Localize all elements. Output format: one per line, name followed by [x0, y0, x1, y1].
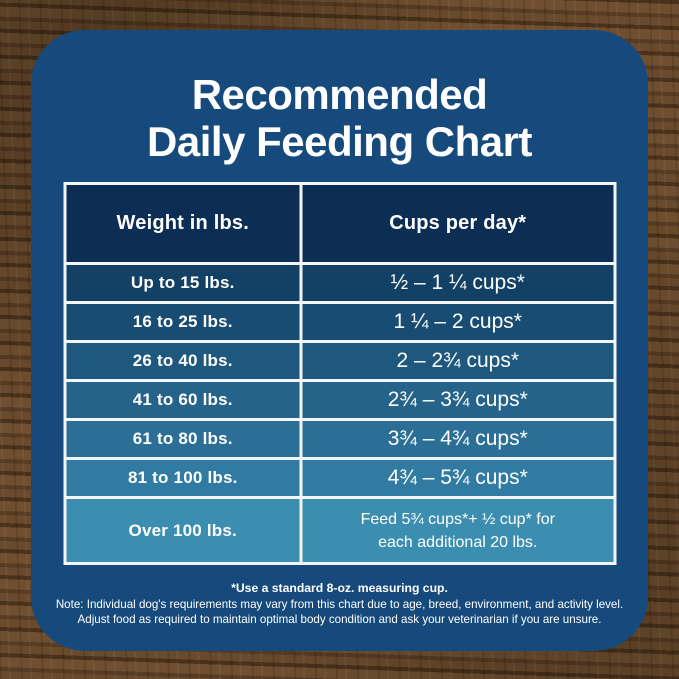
chart-title-line1: Recommended — [191, 71, 488, 118]
table-row: 41 to 60 lbs. 2¾ – 3¾ cups* — [63, 379, 616, 421]
cups-cell: 3¾ – 4¾ cups* — [299, 418, 616, 460]
footer-notes: *Use a standard 8-oz. measuring cup. Not… — [31, 581, 648, 627]
weight-cell: Over 100 lbs. — [63, 496, 303, 565]
cups-cell: Feed 5¾ cups*+ ½ cup* for each additiona… — [299, 496, 616, 565]
header-cell-weight: Weight in lbs. — [63, 182, 303, 265]
cups-cell-line2: each additional 20 lbs. — [378, 533, 538, 551]
chart-title-line2: Daily Feeding Chart — [147, 118, 532, 165]
cups-cell: 4¾ – 5¾ cups* — [299, 457, 616, 499]
cups-cell: ½ – 1 ¼ cups* — [299, 262, 616, 304]
weight-cell: 81 to 100 lbs. — [63, 457, 303, 499]
note-line-2: Adjust food as required to maintain opti… — [77, 613, 602, 626]
cups-cell: 2 – 2¾ cups* — [299, 340, 616, 382]
weight-cell: 41 to 60 lbs. — [63, 379, 303, 421]
cups-cell: 1 ¼ – 2 cups* — [299, 301, 616, 343]
table-row: 81 to 100 lbs. 4¾ – 5¾ cups* — [63, 457, 616, 499]
table-row: 16 to 25 lbs. 1 ¼ – 2 cups* — [63, 301, 616, 343]
weight-cell: 16 to 25 lbs. — [63, 301, 303, 343]
cups-cell-line1: Feed 5¾ cups*+ ½ cup* for — [360, 510, 555, 528]
chart-title: Recommended Daily Feeding Chart — [31, 71, 648, 165]
note-line-1: Note: Individual dog's requirements may … — [55, 598, 624, 611]
header-cell-cups: Cups per day* — [299, 182, 616, 265]
table-row: 61 to 80 lbs. 3¾ – 4¾ cups* — [63, 418, 616, 460]
weight-cell: 26 to 40 lbs. — [63, 340, 303, 382]
feeding-table: Weight in lbs. Cups per day* Up to 15 lb… — [63, 182, 616, 565]
table-row: Over 100 lbs. Feed 5¾ cups*+ ½ cup* for … — [63, 496, 616, 565]
feeding-chart-card: Recommended Daily Feeding Chart Weight i… — [31, 30, 648, 651]
table-header-row: Weight in lbs. Cups per day* — [63, 182, 616, 265]
weight-cell: Up to 15 lbs. — [63, 262, 303, 304]
table-row: 26 to 40 lbs. 2 – 2¾ cups* — [63, 340, 616, 382]
measuring-cup-footnote: *Use a standard 8-oz. measuring cup. — [231, 581, 448, 595]
weight-cell: 61 to 80 lbs. — [63, 418, 303, 460]
cups-cell: 2¾ – 3¾ cups* — [299, 379, 616, 421]
table-row: Up to 15 lbs. ½ – 1 ¼ cups* — [63, 262, 616, 304]
